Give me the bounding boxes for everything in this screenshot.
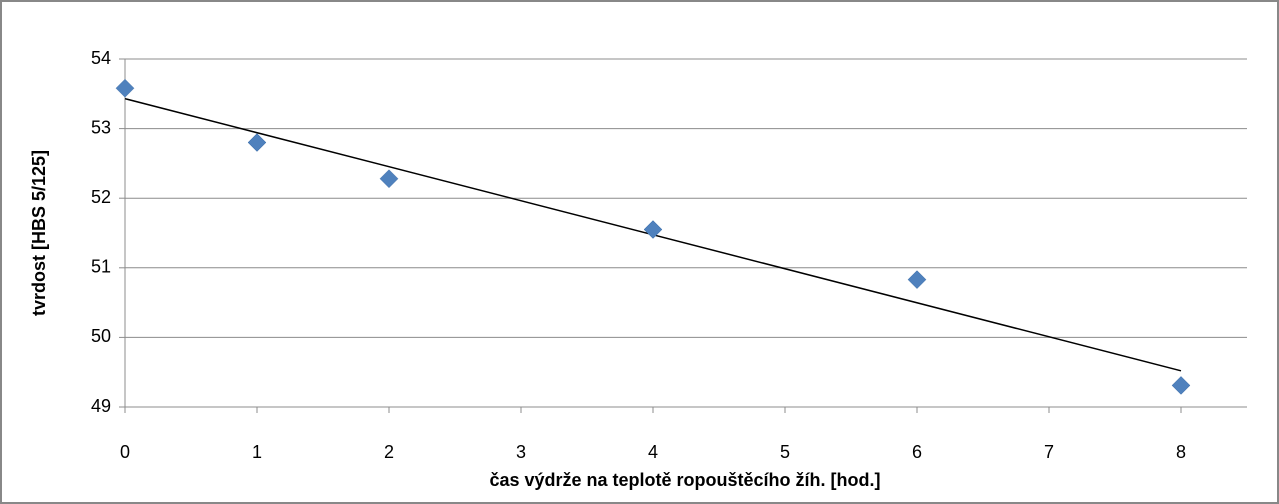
x-tick-label: 2 [384, 442, 394, 462]
x-tick-label: 8 [1176, 442, 1186, 462]
y-tick-label: 49 [91, 396, 111, 416]
x-tick-label: 7 [1044, 442, 1054, 462]
x-tick-label: 3 [516, 442, 526, 462]
x-tick-label: 5 [780, 442, 790, 462]
data-point [115, 78, 135, 98]
y-axis-label: tvrdost [HBS 5/125] [29, 150, 49, 316]
x-axis-label: čas výdrže na teplotě ropouštěcího žíh. … [489, 470, 880, 490]
x-tick-label: 0 [120, 442, 130, 462]
y-tick-label: 52 [91, 187, 111, 207]
y-tick-label: 51 [91, 257, 111, 277]
y-tick-label: 54 [91, 48, 111, 68]
data-point [247, 133, 267, 152]
x-tick-label: 1 [252, 442, 262, 462]
x-tick-label: 6 [912, 442, 922, 462]
x-tick-label: 4 [648, 442, 658, 462]
y-tick-label: 53 [91, 117, 111, 137]
y-tick-label: 50 [91, 326, 111, 346]
data-point [379, 169, 399, 189]
data-point [1171, 376, 1191, 395]
data-point [643, 220, 663, 239]
data-point [907, 270, 927, 289]
